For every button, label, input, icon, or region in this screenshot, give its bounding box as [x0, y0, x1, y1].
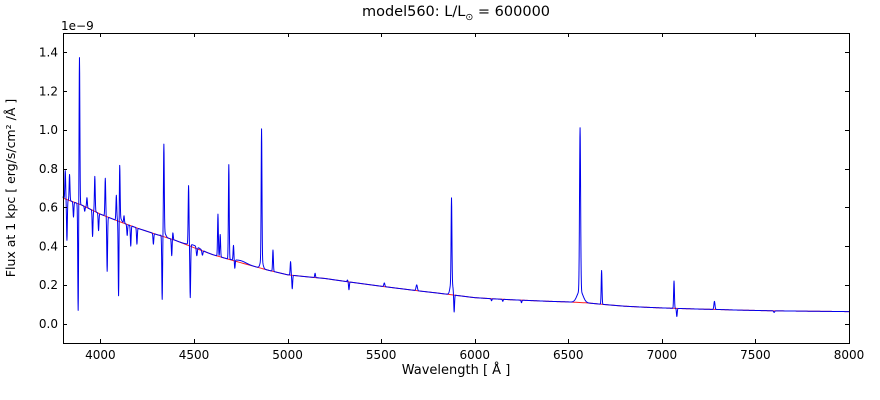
axes-frame — [63, 33, 850, 344]
x-tick-label: 5500 — [366, 348, 397, 362]
plot-lines — [62, 57, 850, 317]
title-prefix: model560: L/L — [361, 4, 466, 20]
y-tick-label: 0.6 — [39, 201, 58, 215]
x-tick-label: 4500 — [179, 348, 210, 362]
y-tick-label: 0.0 — [39, 317, 58, 331]
plot-title: model560: L/L⊙ = 600000 — [63, 4, 849, 23]
continuum-line — [62, 197, 850, 313]
x-tick-label: 8000 — [834, 348, 865, 362]
x-tick-label: 5000 — [272, 348, 303, 362]
axis-ticks — [63, 33, 850, 343]
title-suffix: = 600000 — [473, 4, 551, 20]
x-axis-label: Wavelength [ Å ] — [401, 363, 511, 378]
y-axis-label: Flux at 1 kpc [ erg/s/cm² /Å ] — [3, 99, 18, 277]
y-tick-label: 0.2 — [39, 278, 58, 292]
x-tick-label: 4000 — [85, 348, 116, 362]
x-tick-label: 7500 — [740, 348, 771, 362]
y-tick-label: 1.2 — [39, 84, 58, 98]
spectrum-line — [62, 57, 850, 317]
y-tick-label: 0.4 — [39, 239, 58, 253]
sun-symbol: ⊙ — [465, 11, 474, 23]
y-tick-label: 1.0 — [39, 123, 58, 137]
tick-labels: 4000 4500 5000 5500 6000 6500 7000 7500 8000 0.0 0… — [39, 46, 864, 362]
x-tick-label: 6500 — [553, 348, 584, 362]
y-tick-label: 0.8 — [39, 162, 58, 176]
x-tick-label: 6000 — [459, 348, 490, 362]
y-tick-label: 1.4 — [39, 46, 58, 60]
y-axis-offset-text: 1e−9 — [61, 19, 94, 33]
x-tick-label: 7000 — [647, 348, 678, 362]
